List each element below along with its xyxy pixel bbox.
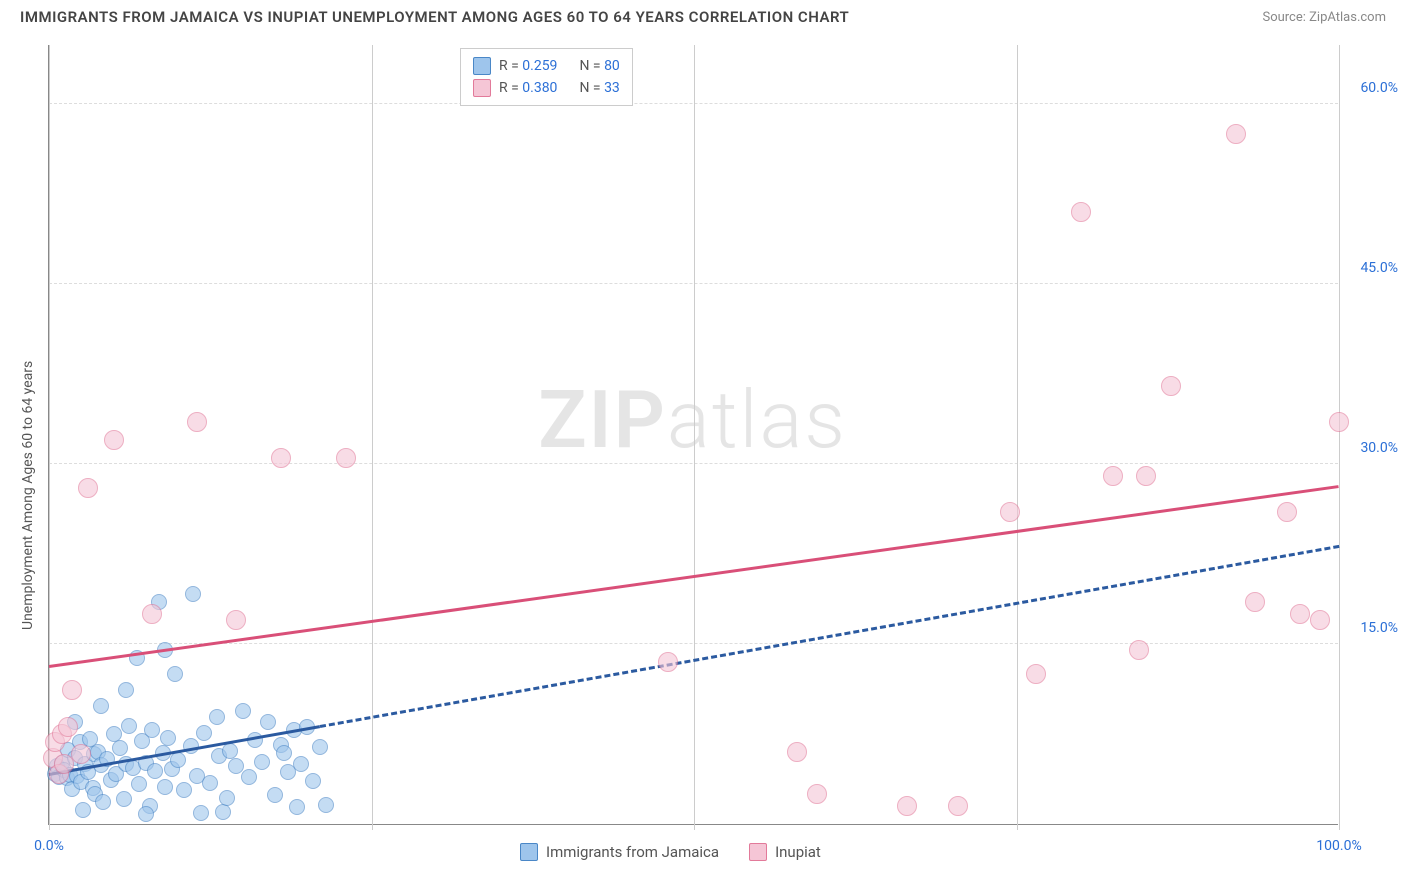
data-point [160, 730, 176, 746]
legend-stats-box: R = 0.259 N = 80 R = 0.380 N = 33 [460, 48, 633, 106]
data-point [170, 752, 186, 768]
y-tick-label: 15.0% [1343, 620, 1398, 636]
data-point [95, 794, 111, 810]
data-point [1277, 502, 1297, 522]
data-point [1226, 124, 1246, 144]
data-point [276, 745, 292, 761]
data-point [222, 743, 238, 759]
data-point [336, 448, 356, 468]
data-point [93, 698, 109, 714]
data-point [167, 666, 183, 682]
data-point [241, 769, 257, 785]
data-point [289, 799, 305, 815]
data-point [118, 682, 134, 698]
chart-title: IMMIGRANTS FROM JAMAICA VS INUPIAT UNEMP… [20, 8, 849, 26]
data-point [121, 718, 137, 734]
data-point [1129, 640, 1149, 660]
data-point [185, 586, 201, 602]
data-point [318, 797, 334, 813]
data-point [157, 779, 173, 795]
legend-stats-row: R = 0.259 N = 80 [473, 55, 620, 77]
data-point [142, 604, 162, 624]
data-point [254, 754, 270, 770]
data-point [62, 680, 82, 700]
y-tick-label: 60.0% [1343, 80, 1398, 96]
plot-area: 15.0%30.0%45.0%60.0%0.0%100.0% [48, 45, 1338, 825]
data-point [209, 709, 225, 725]
data-point [147, 763, 163, 779]
legend-swatch [749, 843, 767, 861]
data-point [193, 805, 209, 821]
data-point [202, 775, 218, 791]
y-tick-label: 45.0% [1343, 260, 1398, 276]
legend-stats-row: R = 0.380 N = 33 [473, 77, 620, 99]
data-point [116, 791, 132, 807]
data-point [658, 652, 678, 672]
data-point [104, 430, 124, 450]
legend-swatch [473, 57, 491, 75]
y-axis-label: Unemployment Among Ages 60 to 64 years [20, 361, 36, 630]
data-point [807, 784, 827, 804]
x-tick-label: 100.0% [1316, 838, 1361, 854]
data-point [1329, 412, 1349, 432]
data-point [138, 806, 154, 822]
data-point [131, 776, 147, 792]
data-point [787, 742, 807, 762]
legend-series: Immigrants from Jamaica Inupiat [520, 843, 821, 861]
data-point [1161, 376, 1181, 396]
x-tick [49, 45, 50, 830]
data-point [1103, 466, 1123, 486]
data-point [1071, 202, 1091, 222]
x-tick [1339, 45, 1340, 830]
data-point [196, 725, 212, 741]
data-point [948, 796, 968, 816]
legend-r: R = 0.380 [499, 80, 557, 96]
legend-r: R = 0.259 [499, 58, 557, 74]
data-point [112, 740, 128, 756]
legend-swatch [473, 79, 491, 97]
data-point [219, 790, 235, 806]
legend-series-label: Inupiat [775, 843, 821, 861]
legend-swatch [520, 843, 538, 861]
data-point [58, 717, 78, 737]
legend-series-label: Immigrants from Jamaica [546, 843, 719, 861]
data-point [312, 739, 328, 755]
data-point [1290, 604, 1310, 624]
x-tick [372, 45, 373, 830]
y-tick-label: 30.0% [1343, 440, 1398, 456]
data-point [215, 804, 231, 820]
data-point [235, 703, 251, 719]
data-point [260, 714, 276, 730]
data-point [293, 756, 309, 772]
data-point [71, 744, 91, 764]
legend-n: N = 80 [579, 58, 619, 74]
data-point [1026, 664, 1046, 684]
data-point [226, 610, 246, 630]
data-point [75, 802, 91, 818]
legend-n: N = 33 [579, 80, 619, 96]
data-point [1245, 592, 1265, 612]
source-label: Source: ZipAtlas.com [1262, 10, 1386, 25]
data-point [187, 412, 207, 432]
data-point [78, 478, 98, 498]
data-point [176, 782, 192, 798]
data-point [1000, 502, 1020, 522]
trend-line [320, 545, 1340, 728]
data-point [271, 448, 291, 468]
data-point [1136, 466, 1156, 486]
legend-series-item: Inupiat [749, 843, 821, 861]
data-point [897, 796, 917, 816]
x-tick [694, 45, 695, 830]
x-tick-label: 0.0% [34, 838, 64, 854]
data-point [305, 773, 321, 789]
x-tick [1017, 45, 1018, 830]
data-point [1310, 610, 1330, 630]
data-point [267, 787, 283, 803]
data-point [144, 722, 160, 738]
legend-series-item: Immigrants from Jamaica [520, 843, 719, 861]
